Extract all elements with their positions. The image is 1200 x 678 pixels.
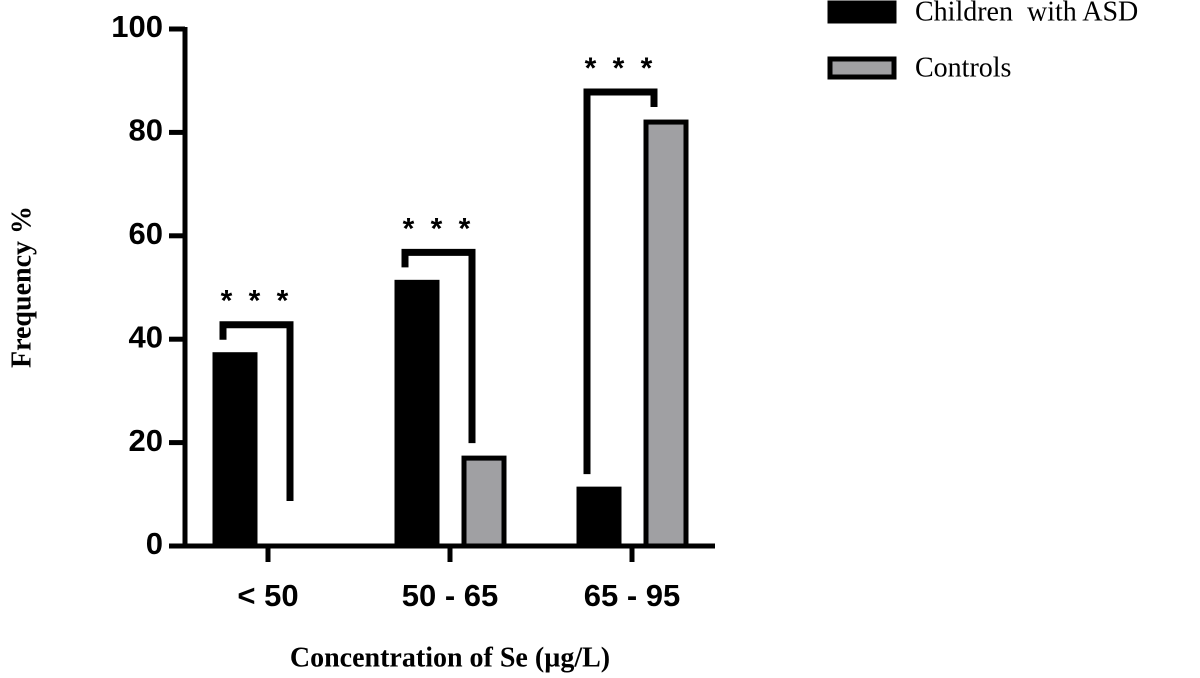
y-tick-label: 80 — [129, 113, 163, 148]
y-tick-label: 20 — [129, 423, 163, 458]
significance-label: * * * — [403, 212, 475, 245]
x-tick-label: 50 - 65 — [402, 578, 499, 613]
y-tick-label: 40 — [129, 319, 163, 354]
bar — [212, 352, 258, 549]
y-tick-label: 0 — [146, 526, 163, 561]
bar — [643, 119, 689, 549]
x-tick-label: < 50 — [237, 578, 298, 613]
legend-swatch — [827, 0, 897, 24]
legend-label: Controls — [915, 52, 1011, 83]
x-tick-label: 65 - 95 — [584, 578, 681, 613]
significance-label: * * * — [221, 285, 293, 318]
y-axis-title: Frequency % — [6, 206, 37, 368]
bar — [394, 279, 440, 549]
bar — [576, 486, 622, 549]
significance-bracket — [583, 88, 658, 475]
x-axis-title: Concentration of Se (µg/L) — [290, 642, 610, 673]
legend-label: Children with ASD — [915, 0, 1138, 27]
y-tick-label: 100 — [111, 9, 163, 44]
significance-bracket — [401, 248, 476, 444]
y-tick-label: 60 — [129, 216, 163, 251]
significance-label: * * * — [585, 52, 657, 85]
legend-swatch — [827, 56, 897, 80]
bar — [461, 455, 507, 549]
significance-bracket — [219, 321, 294, 501]
